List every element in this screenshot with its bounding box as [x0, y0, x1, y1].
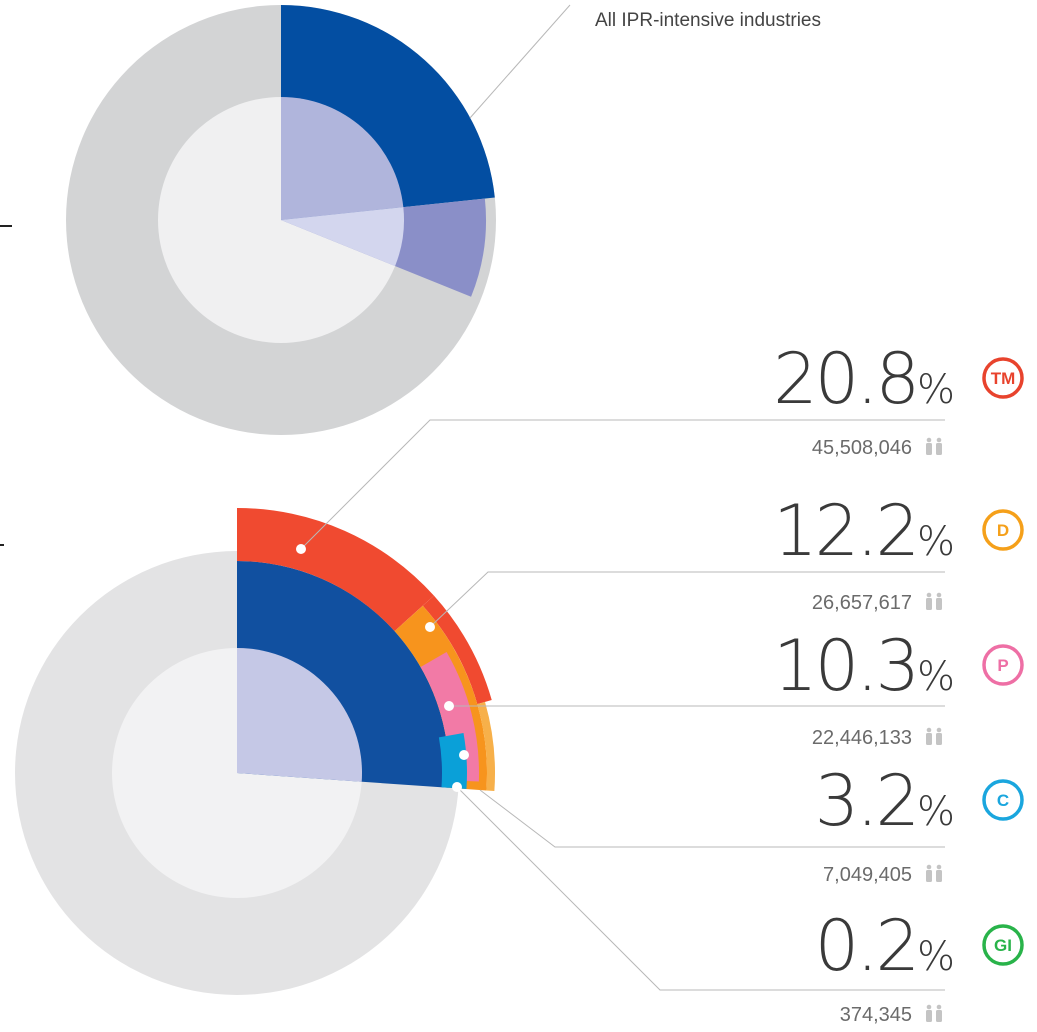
people-icon	[926, 727, 932, 733]
people-icon	[926, 592, 932, 598]
people-icon	[926, 598, 932, 610]
people-icon	[936, 870, 942, 882]
people-icon	[926, 870, 932, 882]
people-icon	[936, 1004, 942, 1010]
wedge	[237, 648, 362, 782]
people-icon	[926, 443, 932, 455]
employment: 374,345	[840, 1004, 912, 1026]
arc	[422, 595, 492, 705]
share-unit: %	[917, 519, 955, 565]
people-icon	[936, 443, 942, 455]
people-icon	[936, 733, 942, 745]
share-value: 12.2	[773, 490, 917, 572]
icon-label: P	[997, 656, 1008, 675]
share-value: 0.2	[815, 905, 917, 987]
marker-dot	[425, 622, 435, 632]
arc	[237, 508, 434, 632]
rights-list: 20.8% TM 45,508,046 12.2% D 26,657,617 10.3% P 2…	[773, 338, 1024, 1026]
share: 0.2%	[815, 905, 955, 987]
arc	[477, 701, 495, 791]
leader-line	[300, 419, 945, 550]
marker-dot	[444, 701, 454, 711]
icon-label: GI	[994, 936, 1012, 955]
marker-dot	[459, 750, 469, 760]
employment: 7,049,405	[823, 864, 912, 886]
wedge	[281, 97, 404, 220]
caption: All IPR-intensive industries	[595, 10, 821, 31]
wedge	[281, 207, 404, 267]
people-icon	[936, 864, 942, 870]
employment: 22,446,133	[812, 727, 912, 749]
share-unit: %	[917, 789, 955, 835]
icon-ring	[982, 779, 1024, 821]
icon-ring	[982, 924, 1024, 966]
leader-line	[429, 571, 945, 628]
marker-dot	[296, 544, 306, 554]
share-unit: %	[917, 654, 955, 700]
share-value: 3.2	[815, 760, 917, 842]
people-icon	[926, 437, 932, 443]
people-icon	[926, 733, 932, 745]
share: 10.3%	[773, 625, 955, 707]
people-icon	[936, 727, 942, 733]
share: 3.2%	[815, 760, 955, 842]
icon-ring	[982, 644, 1024, 686]
people-icon	[936, 598, 942, 610]
people-icon	[936, 592, 942, 598]
icon-label: TM	[991, 369, 1016, 388]
leader-line	[456, 786, 945, 991]
people-icon	[936, 437, 942, 443]
employment: 26,657,617	[812, 592, 912, 614]
marker-dot	[452, 782, 462, 792]
share: 12.2%	[773, 490, 955, 572]
leader-line	[479, 789, 945, 848]
arc	[438, 733, 468, 790]
icon-ring	[982, 509, 1024, 551]
share: 20.8%	[773, 338, 955, 420]
icon-ring	[982, 357, 1024, 399]
people-icon	[926, 864, 932, 870]
charts	[0, 5, 945, 995]
icon-label: C	[997, 791, 1009, 810]
leader-line	[469, 4, 571, 119]
employment: 45,508,046	[812, 437, 912, 459]
share-value: 20.8	[773, 338, 917, 420]
people-icon	[936, 1010, 942, 1022]
share-value: 10.3	[773, 625, 917, 707]
share-unit: %	[917, 367, 955, 413]
icon-label: D	[997, 521, 1009, 540]
people-icon	[926, 1004, 932, 1010]
people-icon	[926, 1010, 932, 1022]
share-unit: %	[917, 934, 955, 980]
